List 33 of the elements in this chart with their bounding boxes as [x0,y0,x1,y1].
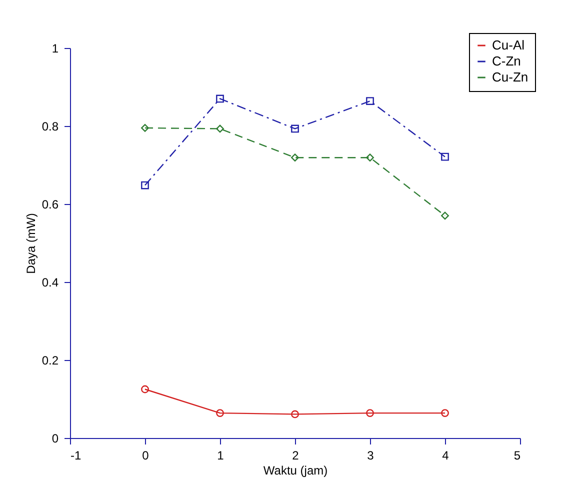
x-tick-label: 5 [514,448,521,462]
point [141,385,149,394]
x-tick-label: 4 [442,448,450,462]
x-tick-label: 2 [292,448,300,462]
y-tick-label: 0.6 [42,198,59,212]
point [291,124,299,133]
point [441,409,449,417]
y-tick-label: 0 [52,432,59,446]
y-tick-label: 0.4 [42,276,59,290]
x-tick-label: 3 [367,448,374,462]
y-axis-title: Daya (mW) [24,213,38,274]
point [141,124,149,132]
point [291,410,299,418]
y-tick-label: 0.8 [42,120,59,134]
y-tick-label: 1 [52,42,59,56]
x-tick-label: -1 [70,448,82,462]
point [141,181,149,190]
point [291,154,299,162]
point [366,154,374,162]
x-tick-label: 0 [142,448,150,462]
point [441,212,449,220]
x-axis-title: Waktu (jam) [263,464,328,478]
legend-label: C-Zn [492,54,521,68]
point [216,124,224,133]
legend-label: Cu-Al [492,38,525,52]
y-tick-label: 0.2 [42,354,59,368]
point [216,94,224,103]
point [216,409,224,417]
x-tick-label: 1 [217,448,224,462]
point [441,152,449,161]
point [366,409,374,417]
legend-label: Cu-Zn [492,70,528,84]
point [366,97,374,105]
